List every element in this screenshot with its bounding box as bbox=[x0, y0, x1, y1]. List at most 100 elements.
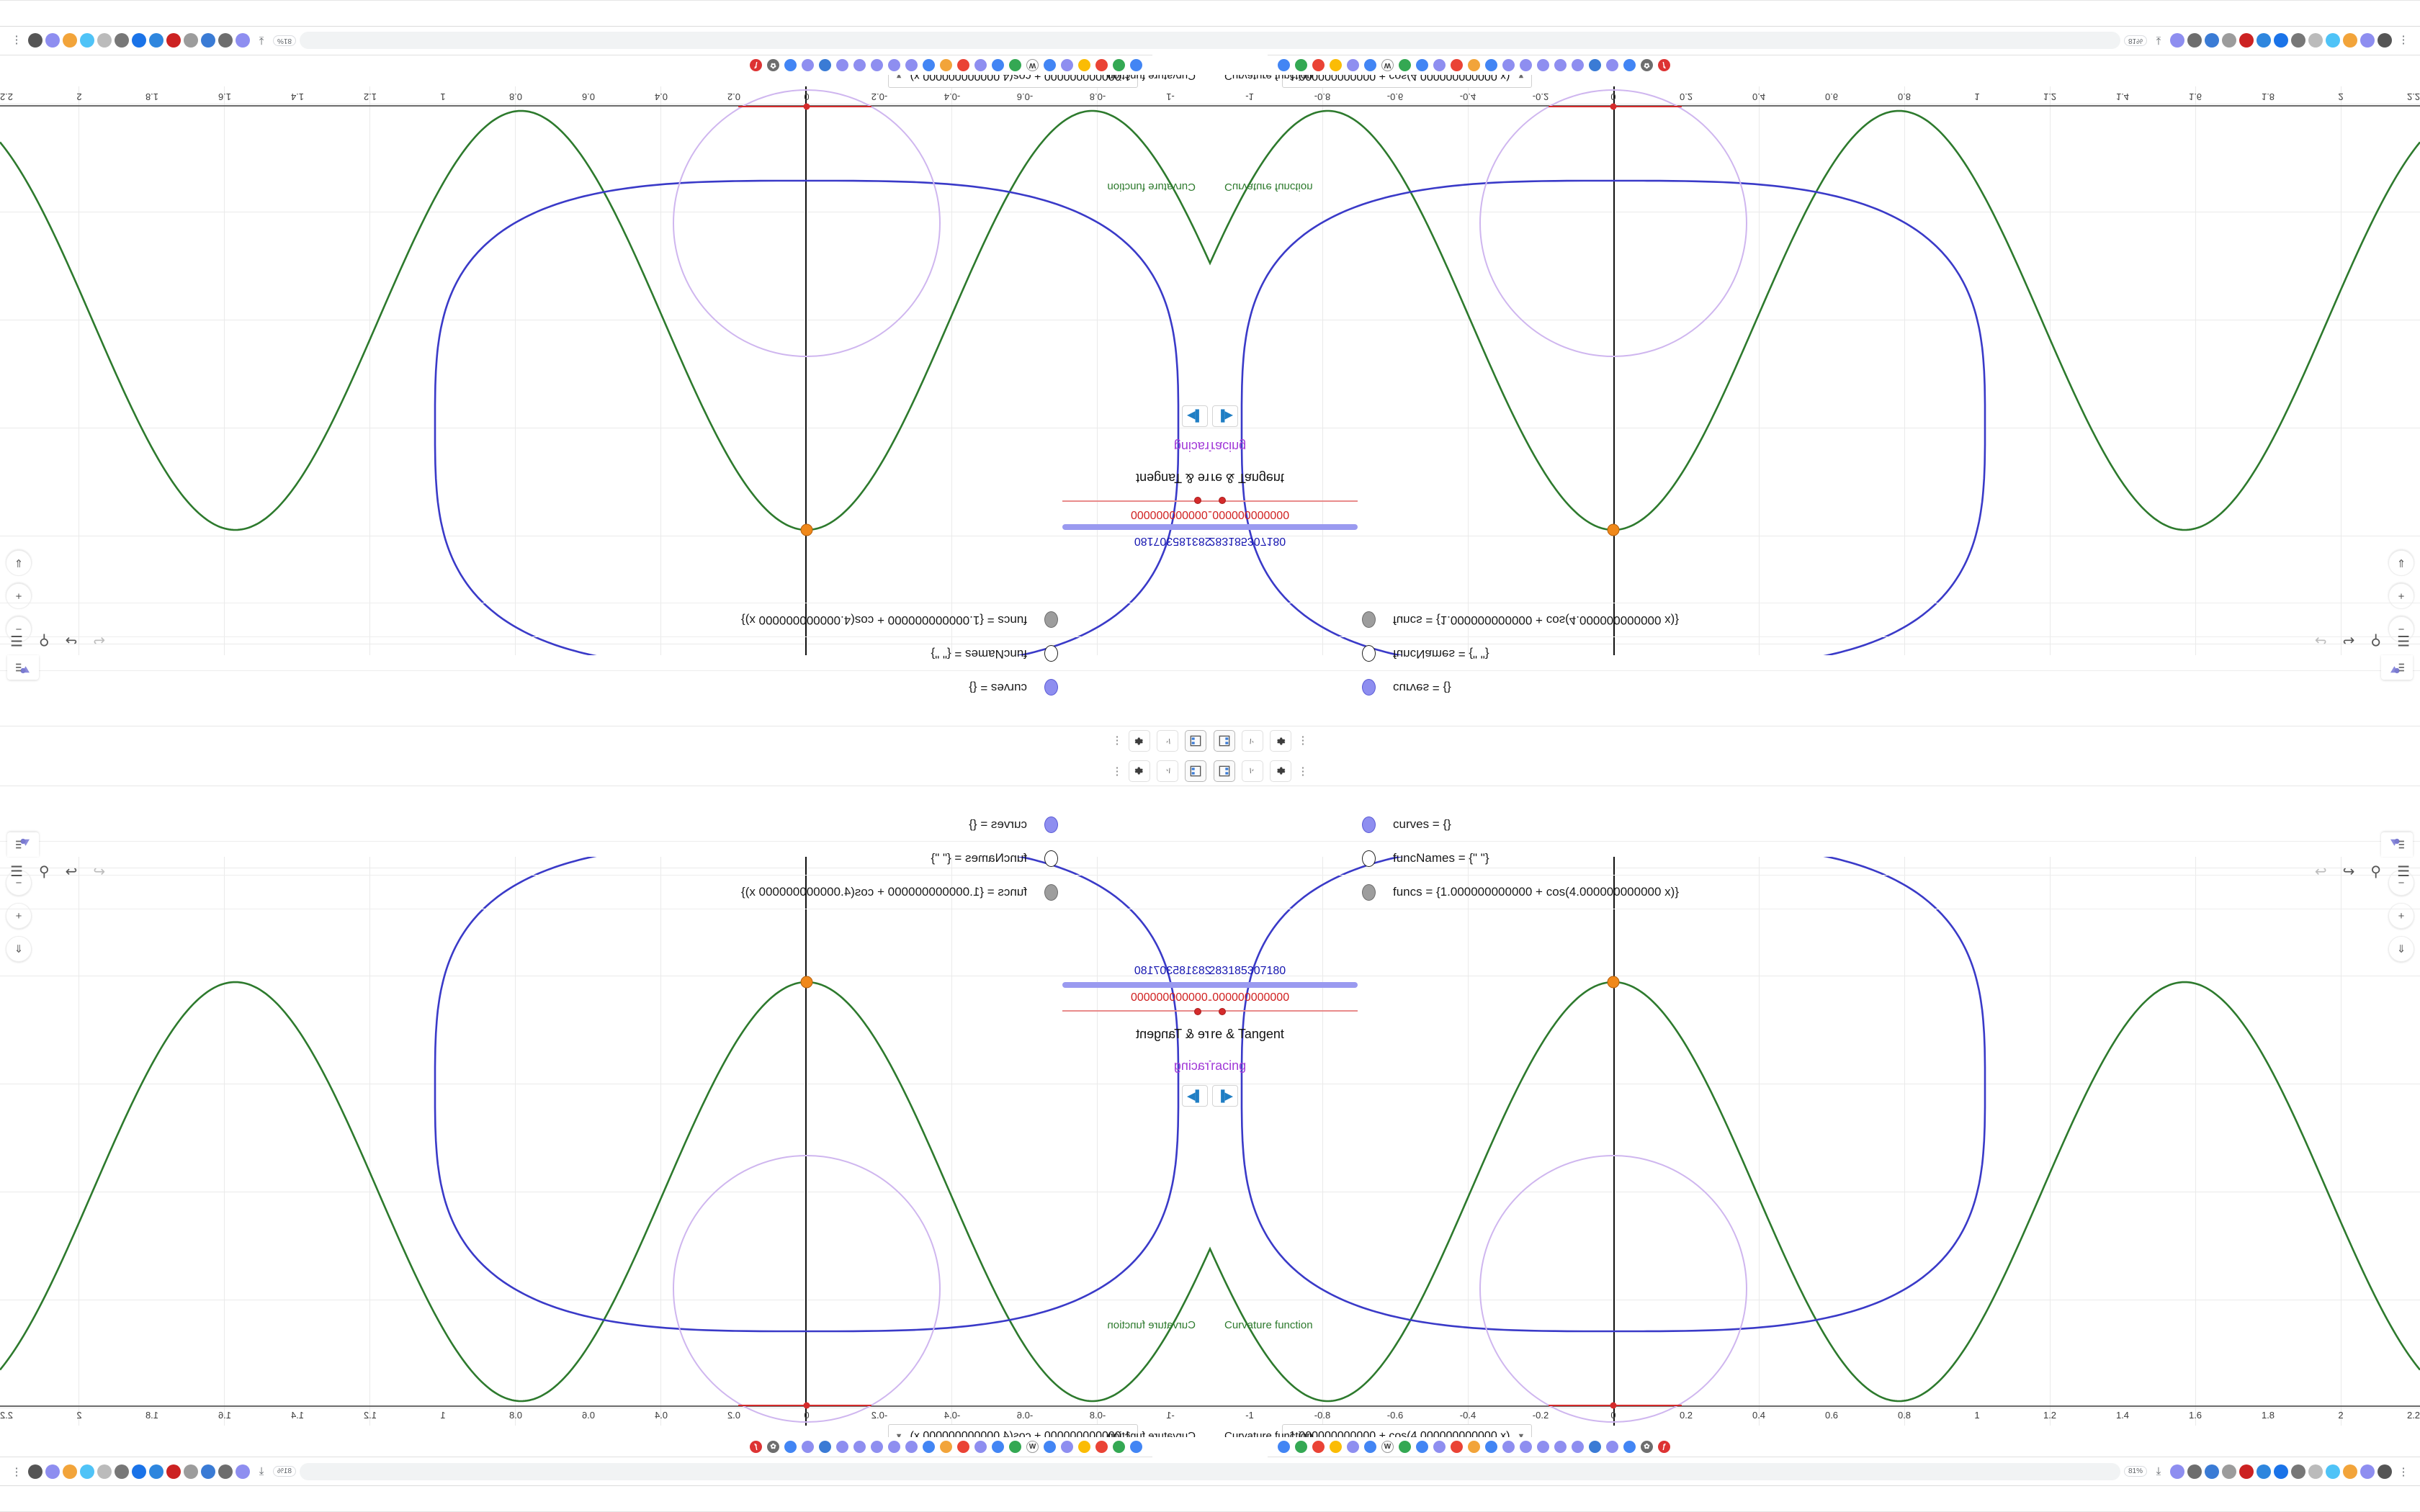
bookmark-item[interactable] bbox=[1520, 59, 1532, 71]
bookmark-item[interactable] bbox=[1044, 59, 1056, 71]
algebra-row[interactable]: funcNames = {" "} bbox=[0, 842, 1210, 876]
tracing-row[interactable]: Tracing bbox=[1210, 435, 1246, 458]
bookmark-item[interactable] bbox=[1468, 59, 1480, 71]
bookmark-item[interactable] bbox=[957, 1441, 969, 1453]
address-bar[interactable]: https://www.geogebra.org/classic/aagcxh3… bbox=[300, 1462, 1210, 1480]
visibility-dot-white[interactable] bbox=[1044, 645, 1059, 662]
bookmark-item[interactable]: W bbox=[1026, 59, 1039, 71]
step-forward-button[interactable]: ▐▶ bbox=[1182, 405, 1208, 427]
layout-toggle-button-2[interactable] bbox=[1185, 730, 1207, 752]
bookmark-item[interactable] bbox=[836, 59, 848, 71]
bookmark-item[interactable] bbox=[1330, 59, 1342, 71]
extension-icon[interactable] bbox=[2360, 1464, 2375, 1479]
bookmark-item[interactable] bbox=[905, 59, 918, 71]
download-button[interactable]: ⤓ bbox=[259, 35, 264, 47]
bookmark-item[interactable] bbox=[1130, 1441, 1142, 1453]
arc-position-slider[interactable]: arc position = 0.000000000000 bbox=[1062, 991, 1210, 1017]
bookmark-item[interactable]: ✿ bbox=[1641, 59, 1653, 71]
extension-icons[interactable] bbox=[28, 1464, 250, 1479]
extension-icon[interactable] bbox=[132, 33, 146, 48]
undo-icon-right[interactable]: ↩ bbox=[2314, 864, 2327, 880]
bookmark-item[interactable]: ƒ bbox=[1658, 1441, 1670, 1453]
zoom-level-badge[interactable]: 81% bbox=[2123, 1466, 2147, 1477]
bookmark-item[interactable] bbox=[992, 1441, 1004, 1453]
redo-icon-right[interactable]: ↪ bbox=[65, 632, 78, 648]
bookmark-item[interactable] bbox=[1502, 59, 1515, 71]
extension-icon[interactable] bbox=[236, 33, 250, 48]
bookmark-item[interactable] bbox=[1537, 59, 1549, 71]
visibility-toggle[interactable] bbox=[1354, 611, 1383, 629]
graphics-right-menu[interactable]: ↩ ↪ ⚲ ☰ bbox=[2315, 863, 2410, 881]
extension-icon[interactable] bbox=[2274, 1464, 2288, 1479]
browser-toolbar[interactable]: ← → ⟳ https://www.geogebra.org/classic/a… bbox=[0, 1457, 1210, 1486]
extension-icon[interactable] bbox=[2308, 33, 2323, 48]
visibility-dot-blue[interactable] bbox=[1044, 679, 1059, 696]
bookmark-item[interactable] bbox=[1468, 1441, 1480, 1453]
perspective-toggle-right[interactable] bbox=[2381, 655, 2413, 680]
extension-icon[interactable] bbox=[80, 1464, 94, 1479]
bookmark-item[interactable] bbox=[1312, 59, 1325, 71]
tab-strip[interactable]: ⌄ 0.06 0.00 0.17 0.89 20 263 721 34 187 … bbox=[0, 0, 1210, 26]
bookmark-item[interactable] bbox=[1572, 1441, 1584, 1453]
undo-icon-right[interactable]: ↩ bbox=[93, 864, 106, 880]
download-button[interactable]: ⤓ bbox=[2156, 35, 2161, 47]
graphics-view[interactable]: Curvature function -2.6-2.4-2.2-2-1.8-1.… bbox=[1210, 857, 2420, 1426]
bookmark-item[interactable] bbox=[1130, 59, 1142, 71]
playback-nav[interactable]: ◀▌ ▐▶ bbox=[1210, 405, 1238, 427]
arc-position-knob[interactable] bbox=[1219, 1008, 1227, 1015]
algebra-expression[interactable]: funcs = {1.000000000000 + cos(4.00000000… bbox=[1393, 613, 1680, 627]
visibility-toggle[interactable] bbox=[1354, 883, 1383, 901]
tab-strip[interactable]: ⌄ 0.06 0.00 0.17 0.89 20 263 721 34 187 … bbox=[1210, 0, 2420, 26]
visibility-toggle[interactable] bbox=[1037, 679, 1066, 696]
bookmark-item[interactable] bbox=[992, 59, 1004, 71]
extension-icon[interactable] bbox=[115, 1464, 129, 1479]
chevron-down-icon[interactable]: ▼ bbox=[1517, 1432, 1525, 1441]
extension-icon[interactable] bbox=[2360, 33, 2375, 48]
bookmark-item[interactable] bbox=[819, 1441, 831, 1453]
extension-icon[interactable] bbox=[2326, 33, 2340, 48]
extension-icon[interactable] bbox=[149, 33, 163, 48]
bookmarks-bar[interactable]: W ✿ ƒ bbox=[1268, 55, 2420, 75]
bookmark-item[interactable] bbox=[1399, 1441, 1411, 1453]
visibility-toggle[interactable] bbox=[1354, 850, 1383, 867]
bookmark-item[interactable]: ƒ bbox=[750, 1441, 762, 1453]
settings-button-2[interactable] bbox=[1129, 760, 1151, 782]
extension-icon[interactable] bbox=[2308, 1464, 2323, 1479]
visibility-dot-blue[interactable] bbox=[1044, 816, 1059, 833]
bookmark-item[interactable] bbox=[1061, 59, 1073, 71]
algebra-row[interactable]: funcNames = {" "} bbox=[1210, 842, 2420, 876]
bookmark-item[interactable] bbox=[871, 1441, 883, 1453]
arc-length-track[interactable] bbox=[1062, 524, 1210, 532]
arc-length-slider[interactable]: Arc length = 6.283185307180 bbox=[1062, 965, 1210, 990]
bookmark-item[interactable] bbox=[905, 1441, 918, 1453]
perspective-toggle-right[interactable] bbox=[7, 832, 39, 857]
layout-toggle-button-2[interactable] bbox=[1213, 730, 1235, 752]
extension-icon[interactable] bbox=[2291, 33, 2305, 48]
arc-position-knob[interactable] bbox=[1193, 497, 1201, 504]
tracing-row[interactable]: Tracing bbox=[1174, 1054, 1210, 1077]
arc-length-track[interactable] bbox=[1210, 524, 1358, 532]
algebra-row[interactable]: curves = {} bbox=[1210, 808, 2420, 842]
main-menu-icon-right[interactable]: ☰ bbox=[10, 632, 23, 648]
algebra-toolbar[interactable]: ⋮ 𝑥ƒ bbox=[1210, 726, 2420, 756]
layout-toggle-button-2[interactable] bbox=[1213, 760, 1235, 782]
arc-position-slider[interactable]: arc position = 0.000000000000 bbox=[1210, 495, 1358, 521]
main-menu-icon-right[interactable]: ☰ bbox=[10, 864, 23, 880]
playback-nav[interactable]: ◀▌ ▐▶ bbox=[1182, 405, 1210, 427]
extension-icon[interactable] bbox=[166, 1464, 181, 1479]
bookmarks-bar[interactable]: W ✿ ƒ bbox=[0, 55, 1152, 75]
bookmark-item[interactable] bbox=[1078, 59, 1090, 71]
extension-icon[interactable] bbox=[2222, 33, 2236, 48]
bookmark-item[interactable] bbox=[1537, 1441, 1549, 1453]
algebra-toolbar[interactable]: ⋮ 𝑥ƒ bbox=[1210, 756, 2420, 786]
bookmark-item[interactable] bbox=[819, 59, 831, 71]
redo-icon-right[interactable]: ↪ bbox=[2342, 864, 2355, 880]
download-button[interactable]: ⤓ bbox=[259, 1465, 264, 1477]
arc-position-track[interactable] bbox=[1062, 1007, 1210, 1015]
visibility-toggle[interactable] bbox=[1037, 645, 1066, 662]
perspective-toggle-right[interactable] bbox=[2381, 832, 2413, 857]
address-bar[interactable]: https://www.geogebra.org/classic/aagcxh3… bbox=[1210, 1462, 2120, 1480]
algebra-row[interactable]: funcs = {1.000000000000 + cos(4.00000000… bbox=[0, 876, 1210, 909]
arc-position-knob[interactable] bbox=[1193, 1008, 1201, 1015]
step-forward-button[interactable]: ▐▶ bbox=[1212, 405, 1238, 427]
